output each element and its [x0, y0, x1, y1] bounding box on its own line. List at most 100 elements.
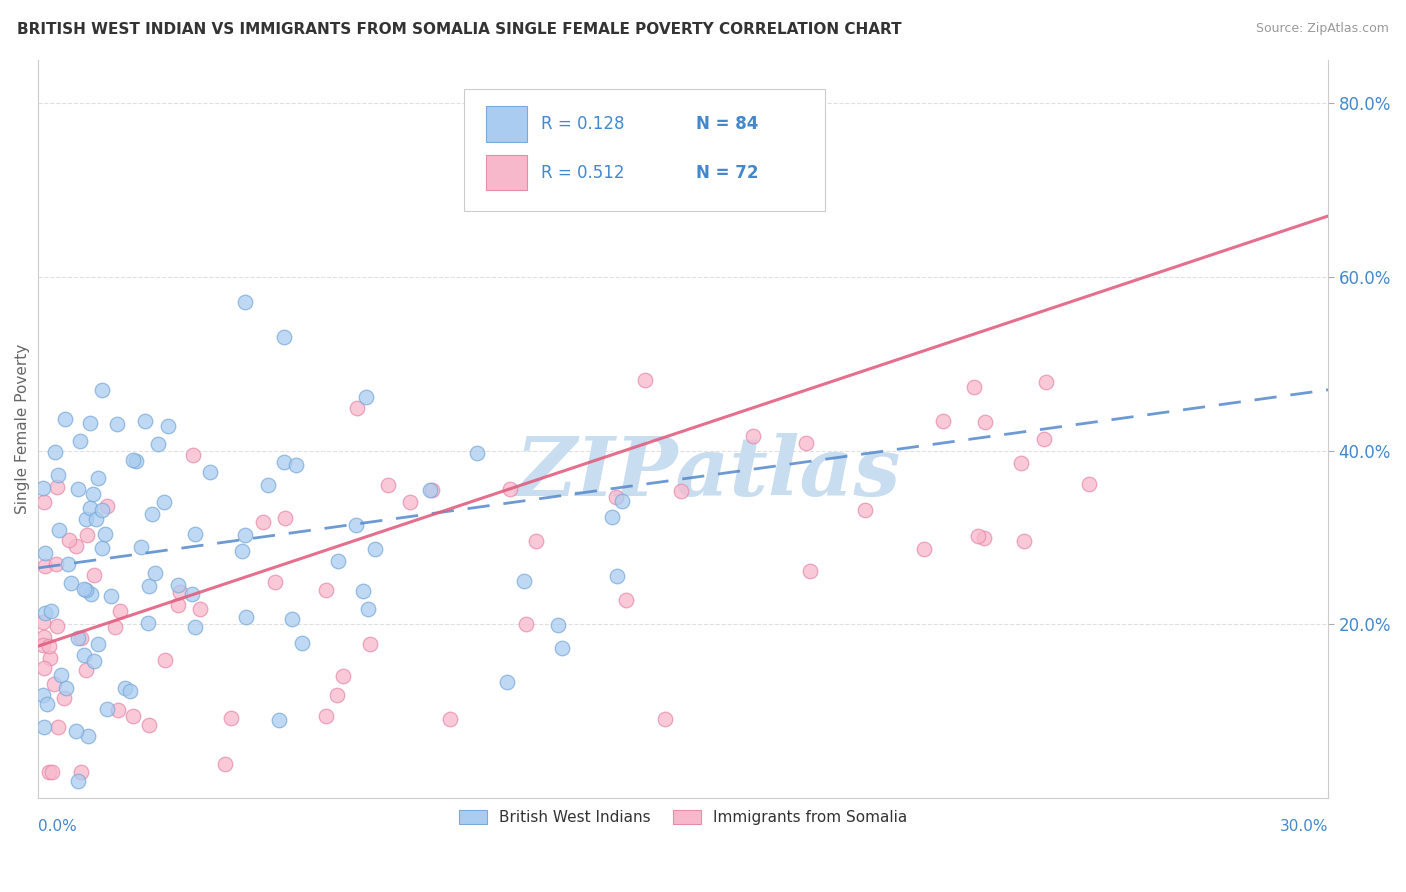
Point — [269, 713, 291, 727]
Point — [551, 641, 574, 656]
Point — [332, 669, 354, 683]
Point — [138, 717, 160, 731]
Point — [79, 500, 101, 515]
Point — [76, 528, 98, 542]
Point — [91, 383, 114, 397]
Point — [184, 619, 207, 633]
Point — [65, 539, 87, 553]
Point — [654, 712, 676, 726]
Point — [46, 467, 69, 482]
Point — [91, 541, 114, 555]
Bar — [486, 155, 527, 190]
Point — [44, 445, 66, 459]
Point — [524, 534, 547, 549]
Point — [290, 636, 312, 650]
Point — [70, 631, 93, 645]
Point — [231, 544, 253, 558]
Point — [465, 446, 488, 460]
Point — [107, 703, 129, 717]
Point — [547, 618, 569, 632]
Point — [1010, 456, 1032, 470]
Text: N = 72: N = 72 — [696, 163, 759, 182]
Point — [359, 637, 381, 651]
Point — [143, 566, 166, 580]
Point — [346, 401, 368, 416]
Point — [167, 578, 190, 592]
Legend: British West Indians, Immigrants from Somalia: British West Indians, Immigrants from So… — [453, 804, 914, 831]
Point — [931, 414, 953, 428]
Point — [45, 557, 67, 571]
Point — [853, 503, 876, 517]
Point — [53, 691, 76, 706]
Point — [352, 584, 374, 599]
Point — [219, 711, 242, 725]
Point — [285, 458, 308, 472]
Point — [39, 604, 62, 618]
Point — [105, 417, 128, 432]
Point — [38, 765, 60, 780]
Point — [46, 619, 69, 633]
Point — [75, 582, 97, 597]
Point — [181, 448, 204, 462]
Point — [188, 602, 211, 616]
Point — [46, 480, 69, 494]
Point — [46, 720, 69, 734]
Point — [59, 575, 82, 590]
Point — [328, 553, 350, 567]
Point — [419, 483, 441, 497]
Point — [73, 648, 96, 662]
Point — [66, 482, 89, 496]
Point — [600, 510, 623, 524]
Point — [606, 569, 628, 583]
Point — [146, 437, 169, 451]
Text: N = 84: N = 84 — [696, 115, 758, 133]
Point — [257, 478, 280, 492]
Point — [962, 380, 984, 394]
Point — [138, 579, 160, 593]
Point — [273, 330, 295, 344]
Point — [973, 532, 995, 546]
Point — [32, 638, 55, 652]
Point — [169, 585, 191, 599]
Text: R = 0.512: R = 0.512 — [541, 163, 624, 182]
Point — [42, 677, 65, 691]
Point — [141, 507, 163, 521]
Point — [315, 583, 337, 598]
Point — [125, 453, 148, 467]
Point — [55, 681, 77, 696]
Point — [48, 523, 70, 537]
Point — [34, 606, 56, 620]
Point — [167, 599, 190, 613]
Point — [67, 631, 90, 645]
Point — [108, 604, 131, 618]
Point — [273, 455, 295, 469]
Point — [669, 484, 692, 499]
Point — [184, 526, 207, 541]
Point — [100, 590, 122, 604]
Point — [69, 434, 91, 448]
FancyBboxPatch shape — [464, 89, 825, 211]
Point — [274, 511, 297, 525]
Point — [31, 688, 53, 702]
Point — [87, 471, 110, 485]
Point — [83, 654, 105, 668]
Point — [1012, 533, 1035, 548]
Point — [75, 663, 97, 677]
Point — [364, 541, 387, 556]
Point — [65, 723, 87, 738]
Point — [966, 529, 988, 543]
Point — [252, 515, 274, 529]
Point — [153, 495, 176, 509]
Point — [153, 653, 176, 667]
Point — [91, 503, 114, 517]
Point — [87, 637, 110, 651]
Point — [80, 587, 103, 601]
Point — [422, 483, 444, 497]
Point — [377, 477, 399, 491]
Point — [233, 295, 256, 310]
Point — [356, 390, 378, 404]
Text: Source: ZipAtlas.com: Source: ZipAtlas.com — [1256, 22, 1389, 36]
Point — [263, 575, 285, 590]
Text: 0.0%: 0.0% — [38, 819, 77, 834]
Point — [53, 412, 76, 426]
